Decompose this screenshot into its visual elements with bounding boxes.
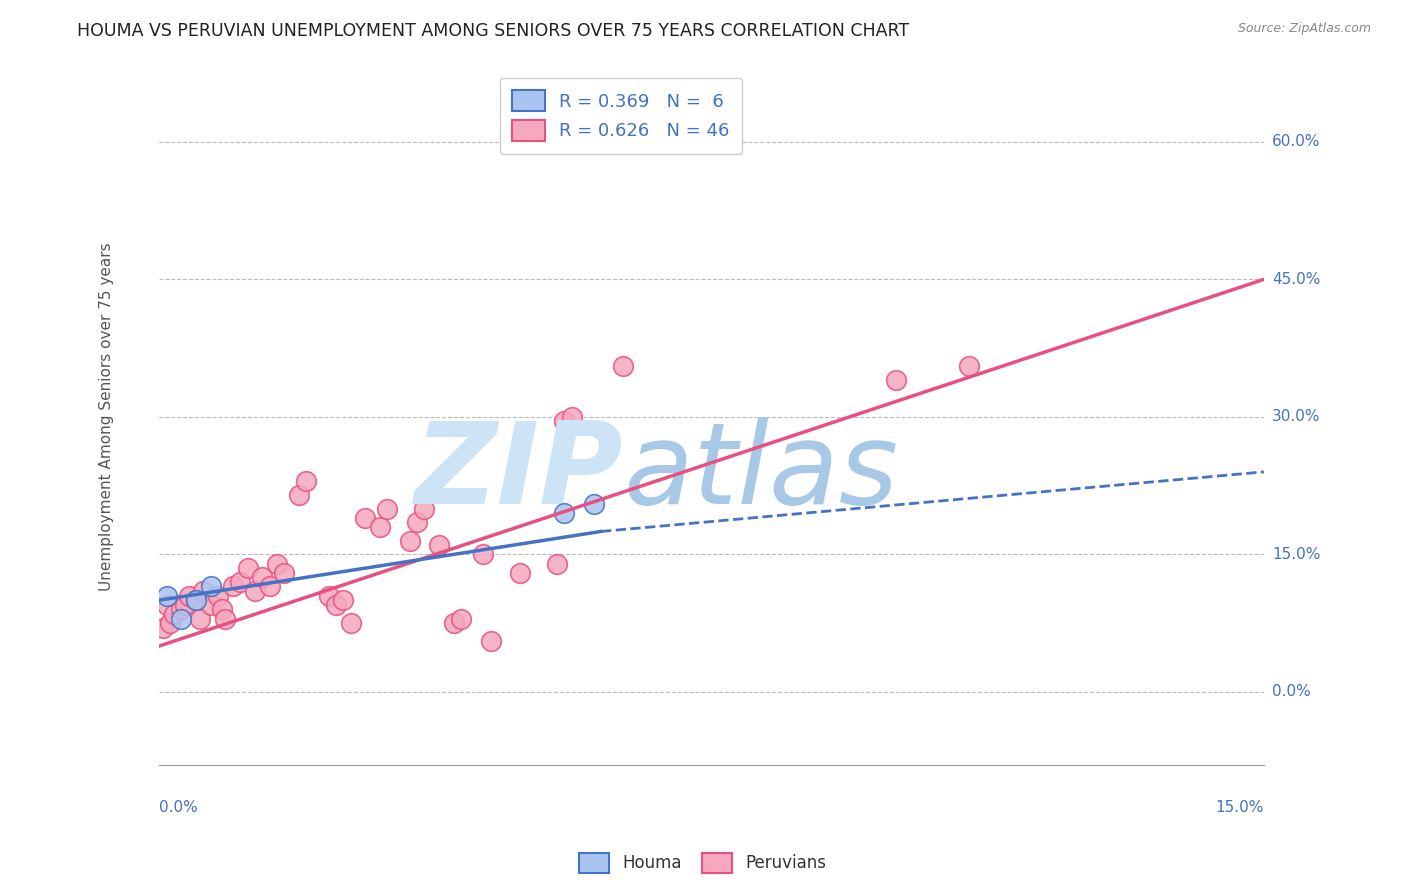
Point [259, 579, 281, 593]
Point [177, 589, 200, 603]
Point [398, 533, 420, 548]
Point [509, 566, 531, 580]
Point [450, 611, 472, 625]
Point [252, 570, 274, 584]
Point [184, 593, 207, 607]
Point [354, 510, 377, 524]
Point [184, 593, 207, 607]
Point [155, 598, 177, 612]
Point [427, 538, 450, 552]
Point [295, 474, 318, 488]
Point [229, 574, 252, 589]
Point [561, 409, 583, 424]
Point [200, 579, 222, 593]
Point [236, 561, 259, 575]
Point [211, 602, 233, 616]
Point [325, 598, 347, 612]
Text: 60.0%: 60.0% [1272, 135, 1320, 149]
Point [546, 557, 568, 571]
Point [288, 488, 311, 502]
Point [368, 520, 391, 534]
Text: Unemployment Among Seniors over 75 years: Unemployment Among Seniors over 75 years [98, 243, 114, 591]
Text: atlas: atlas [623, 417, 898, 528]
Legend: R = 0.369   N =  6, R = 0.626   N = 46: R = 0.369 N = 6, R = 0.626 N = 46 [499, 78, 742, 153]
Point [152, 621, 174, 635]
Text: 15.0%: 15.0% [1216, 800, 1264, 815]
Point [377, 501, 399, 516]
Text: 45.0%: 45.0% [1272, 272, 1320, 287]
Point [406, 516, 429, 530]
Point [266, 557, 288, 571]
Point [413, 501, 436, 516]
Point [700, 116, 723, 130]
Point [479, 634, 502, 648]
Point [214, 611, 236, 625]
Point [207, 589, 229, 603]
Point [273, 566, 295, 580]
Text: 0.0%: 0.0% [159, 800, 198, 815]
Point [222, 579, 245, 593]
Point [884, 373, 907, 387]
Point [159, 616, 181, 631]
Point [200, 598, 222, 612]
Point [582, 497, 605, 511]
Point [243, 584, 266, 599]
Text: HOUMA VS PERUVIAN UNEMPLOYMENT AMONG SENIORS OVER 75 YEARS CORRELATION CHART: HOUMA VS PERUVIAN UNEMPLOYMENT AMONG SEN… [77, 22, 910, 40]
Point [188, 611, 211, 625]
Text: 30.0%: 30.0% [1272, 409, 1320, 425]
Point [612, 359, 634, 374]
Point [957, 359, 980, 374]
Point [472, 547, 495, 561]
Point [553, 506, 575, 520]
Legend: Houma, Peruvians: Houma, Peruvians [572, 847, 834, 880]
Point [170, 611, 193, 625]
Point [443, 616, 465, 631]
Point [318, 589, 340, 603]
Text: 0.0%: 0.0% [1272, 684, 1310, 699]
Point [170, 602, 193, 616]
Point [332, 593, 354, 607]
Text: 15.0%: 15.0% [1272, 547, 1320, 562]
Point [193, 584, 215, 599]
Point [339, 616, 361, 631]
Text: ZIP: ZIP [415, 417, 623, 528]
Point [553, 414, 575, 428]
Point [174, 598, 197, 612]
Text: Source: ZipAtlas.com: Source: ZipAtlas.com [1237, 22, 1371, 36]
Point [163, 607, 186, 621]
Point [155, 589, 177, 603]
